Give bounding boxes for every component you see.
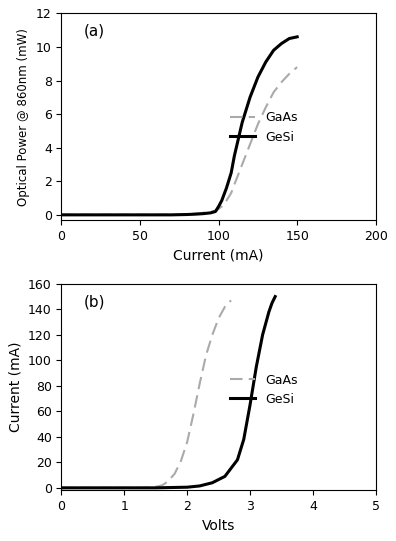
Y-axis label: Current (mA): Current (mA) — [8, 342, 22, 432]
Legend: GaAs, GeSi: GaAs, GeSi — [225, 368, 303, 411]
X-axis label: Volts: Volts — [202, 519, 235, 533]
Legend: GaAs, GeSi: GaAs, GeSi — [225, 107, 303, 149]
X-axis label: Current (mA): Current (mA) — [173, 248, 264, 262]
Text: (b): (b) — [84, 294, 105, 309]
Text: (a): (a) — [84, 24, 105, 38]
Y-axis label: Optical Power @ 860nm (mW): Optical Power @ 860nm (mW) — [17, 28, 30, 206]
